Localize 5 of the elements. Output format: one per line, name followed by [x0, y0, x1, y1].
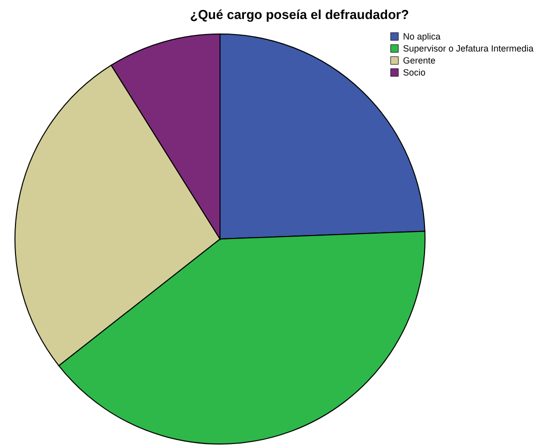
- legend-label: Socio: [403, 68, 426, 78]
- legend-label: Supervisor o Jefatura Intermedia: [403, 44, 534, 54]
- legend-label: Gerente: [403, 56, 436, 66]
- chart-title: ¿Qué cargo poseía el defraudador?: [190, 7, 409, 22]
- legend-label: No aplica: [403, 32, 441, 42]
